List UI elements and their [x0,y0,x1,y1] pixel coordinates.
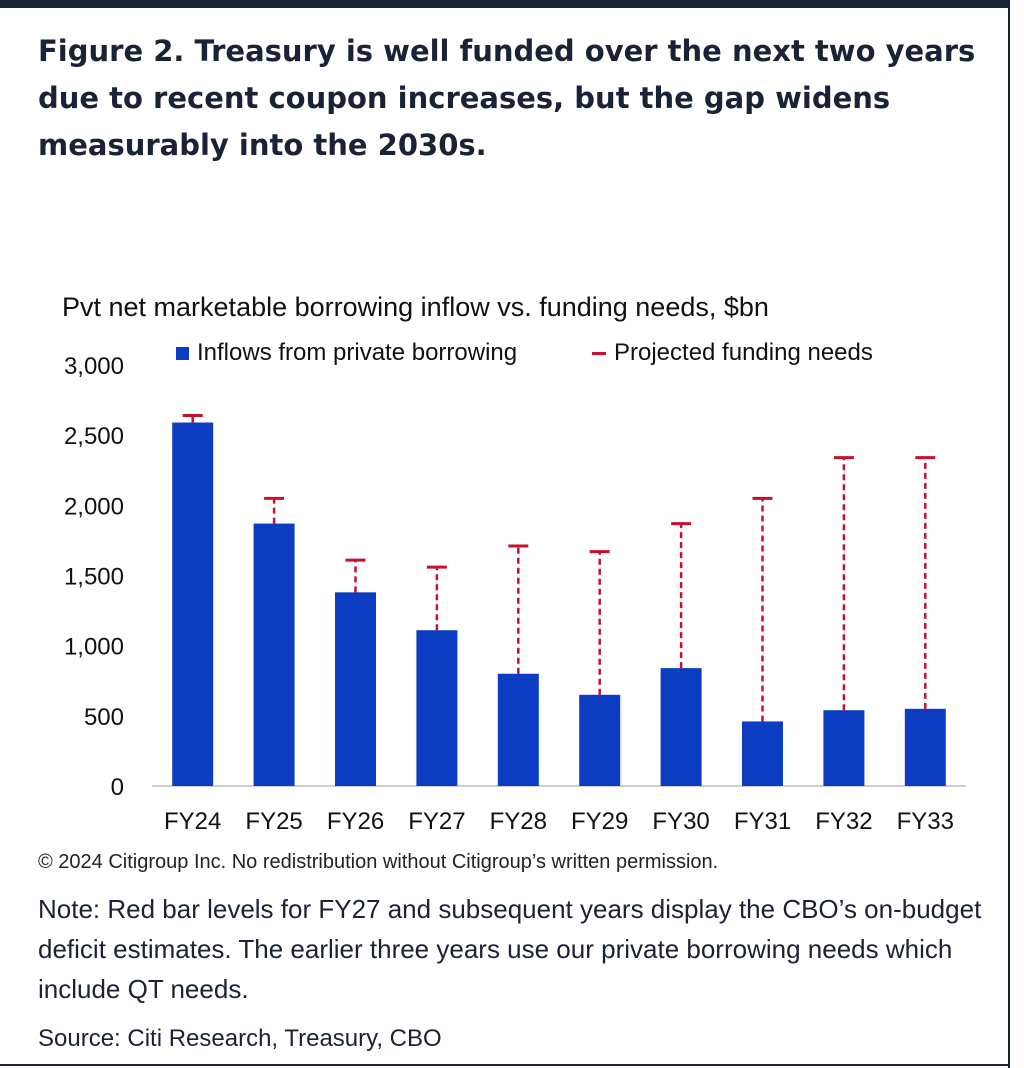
y-tick-label: 1,000 [64,634,124,661]
legend-swatch-funding-needs [592,351,606,355]
chart-note: Note: Red bar levels for FY27 and subseq… [38,894,982,1004]
y-tick-label: 3,000 [64,353,124,380]
x-tick-label: FY29 [571,808,628,835]
x-tick-label: FY25 [245,808,302,835]
legend-item-funding-needs: Projected funding needs [592,338,873,368]
right-border-rule [1008,0,1010,1068]
x-tick-label: FY33 [897,808,954,835]
source-line: Source: Citi Research, Treasury, CBO [38,1025,442,1052]
y-tick-label: 2,500 [64,423,124,450]
legend-label-inflows: Inflows from private borrowing [197,339,518,366]
bar-inflows [823,710,865,786]
x-tick-label: FY24 [164,808,221,835]
top-border-rule [0,0,1010,8]
y-tick-label: 1,500 [64,564,124,591]
y-tick-label: 2,000 [64,493,124,520]
bar-inflows [660,668,702,786]
bar-inflows [172,422,214,786]
x-tick-label: FY28 [490,808,547,835]
legend-label-funding-needs: Projected funding needs [614,339,873,366]
y-tick-label: 0 [111,774,124,801]
x-tick-label: FY26 [327,808,384,835]
bar-inflows [253,523,295,786]
x-tick-label: FY30 [652,808,709,835]
bottom-border-rule [0,1064,1010,1066]
bar-inflows [904,708,946,786]
bar-chart: 0 500 1,000 1,500 2,000 2,500 3,000 FY24 FY25 FY2… [64,353,966,835]
x-tick-label: FY27 [408,808,465,835]
figure-title: Figure 2. Treasury is well funded over t… [38,34,976,162]
bar-inflows [579,694,621,786]
legend-item-inflows: Inflows from private borrowing [176,338,517,368]
legend-swatch-inflows [176,346,189,360]
y-tick-label: 500 [84,704,124,731]
bar-inflows [416,630,458,786]
copyright-notice: © 2024 Citigroup Inc. No redistribution … [38,851,719,873]
chart-title: Pvt net marketable borrowing inflow vs. … [62,292,769,322]
x-tick-label: FY31 [734,808,791,835]
bar-inflows [335,592,376,786]
bar-inflows [742,721,783,786]
bar-inflows [497,673,539,786]
x-tick-label: FY32 [815,808,872,835]
